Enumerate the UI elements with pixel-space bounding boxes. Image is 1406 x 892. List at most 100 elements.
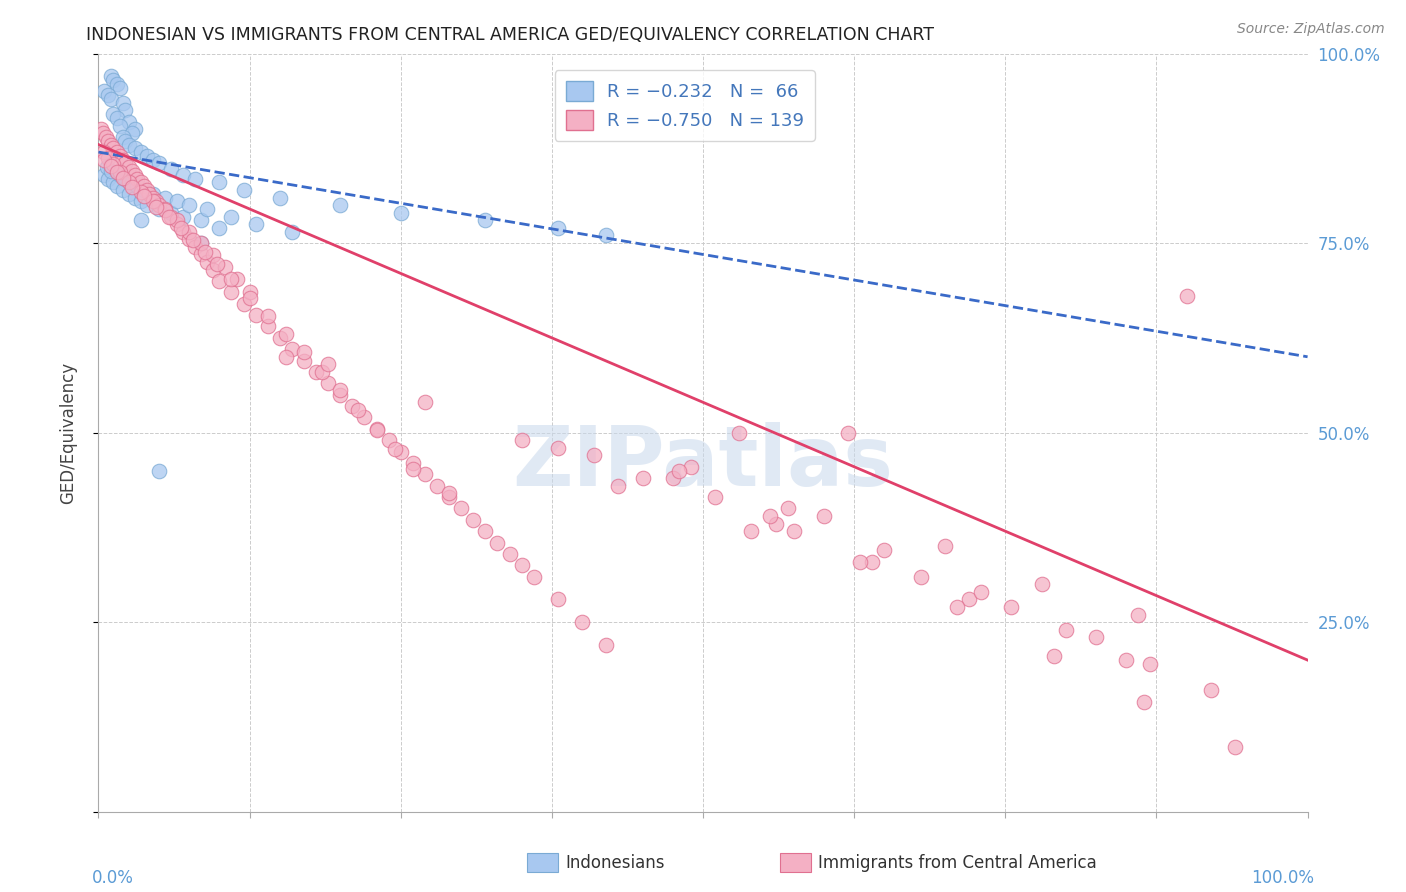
Point: [111, 95, 134, 110]
Point: [97, 134, 120, 148]
Point: [437, 490, 460, 504]
Point: [101, 73, 124, 87]
Point: [316, 376, 339, 391]
Point: [934, 539, 956, 553]
Point: [134, 183, 156, 197]
Point: [860, 554, 883, 569]
Point: [970, 585, 993, 599]
Point: [256, 319, 278, 334]
Point: [274, 350, 297, 364]
Point: [160, 206, 183, 220]
Point: [108, 168, 131, 182]
Point: [311, 365, 333, 379]
Point: [142, 194, 165, 208]
Point: [166, 194, 188, 209]
Point: [105, 179, 128, 194]
Point: [1223, 740, 1246, 755]
Point: [121, 180, 143, 194]
Point: [142, 191, 165, 205]
Point: [402, 462, 425, 476]
Point: [142, 153, 165, 167]
Point: [668, 464, 690, 478]
Point: [281, 225, 304, 239]
Point: [93, 168, 115, 182]
Point: [402, 456, 425, 470]
Point: [181, 233, 204, 247]
Point: [377, 434, 399, 448]
Point: [195, 255, 218, 269]
Point: [1000, 600, 1022, 615]
Point: [148, 198, 170, 212]
Point: [704, 490, 727, 504]
Point: [101, 141, 124, 155]
Point: [245, 217, 267, 231]
Point: [127, 179, 149, 194]
Point: [91, 126, 114, 140]
Point: [342, 399, 364, 413]
Point: [118, 186, 141, 201]
Point: [1054, 623, 1077, 637]
Point: [118, 137, 141, 152]
Point: [910, 570, 932, 584]
Point: [108, 165, 131, 179]
Point: [118, 161, 141, 175]
Legend: R = −0.232   N =  66, R = −0.750   N = 139: R = −0.232 N = 66, R = −0.750 N = 139: [555, 70, 815, 141]
Point: [105, 165, 128, 179]
Point: [274, 327, 297, 342]
Point: [153, 191, 176, 205]
Point: [194, 245, 217, 260]
Point: [758, 508, 780, 523]
Point: [547, 441, 569, 455]
Point: [269, 331, 291, 345]
Point: [101, 157, 124, 171]
Point: [134, 189, 156, 203]
Point: [208, 176, 231, 190]
Point: [281, 343, 304, 357]
Point: [184, 171, 207, 186]
Point: [226, 272, 249, 286]
Point: [121, 176, 143, 190]
Point: [413, 395, 436, 409]
Point: [547, 592, 569, 607]
Point: [510, 434, 533, 448]
Point: [190, 236, 212, 251]
Point: [292, 353, 315, 368]
Point: [239, 285, 262, 299]
Point: [100, 159, 122, 173]
Point: [305, 365, 328, 379]
Point: [111, 130, 134, 145]
Point: [114, 134, 136, 148]
Point: [129, 145, 152, 160]
Point: [97, 151, 120, 165]
Point: [160, 161, 183, 176]
Text: ZIPatlas: ZIPatlas: [513, 423, 893, 503]
Point: [114, 103, 136, 118]
Point: [1133, 695, 1156, 709]
Point: [595, 228, 617, 243]
Text: INDONESIAN VS IMMIGRANTS FROM CENTRAL AMERICA GED/EQUIVALENCY CORRELATION CHART: INDONESIAN VS IMMIGRANTS FROM CENTRAL AM…: [86, 26, 935, 44]
Point: [450, 501, 472, 516]
Point: [782, 524, 804, 539]
Point: [190, 236, 212, 251]
Point: [100, 92, 122, 106]
Point: [510, 558, 533, 573]
Point: [105, 77, 128, 91]
Point: [100, 137, 122, 152]
Point: [153, 202, 176, 216]
Point: [142, 186, 165, 201]
Point: [111, 170, 134, 185]
Point: [111, 183, 134, 197]
Point: [292, 345, 315, 359]
Point: [114, 156, 136, 170]
Point: [765, 516, 787, 531]
Point: [1115, 653, 1137, 667]
Point: [849, 554, 872, 569]
Point: [190, 247, 212, 261]
Point: [96, 161, 118, 175]
Point: [172, 210, 194, 224]
Point: [583, 449, 606, 463]
Point: [145, 200, 167, 214]
Point: [148, 156, 170, 170]
Point: [100, 164, 122, 178]
Point: [101, 176, 124, 190]
